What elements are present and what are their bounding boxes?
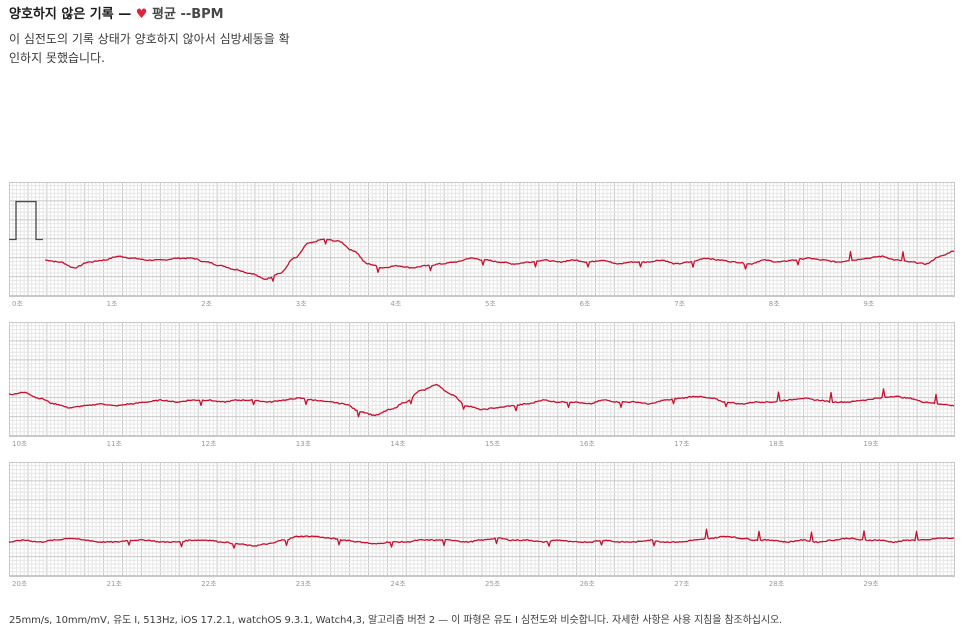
time-tick-label: 1초 (107, 300, 118, 308)
page-title: 양호하지 않은 기록 — ♥ 평균 --BPM (9, 6, 949, 24)
time-tick-label: 10초 (12, 440, 28, 448)
time-tick-label: 22초 (201, 580, 217, 588)
time-tick-label: 24초 (390, 580, 406, 588)
time-tick-label: 13초 (296, 440, 312, 448)
ecg-trace (9, 383, 955, 418)
time-tick-label: 20초 (12, 580, 28, 588)
ecg-trace (9, 528, 955, 549)
time-tick-label: 2초 (201, 300, 212, 308)
ecg-strip-2-chart: 10초 11초 12초 13초 14초 15초 16초 17초 18초 19초 (9, 322, 955, 448)
bpm-unit: BPM (191, 7, 224, 22)
time-tick-label: 9초 (863, 300, 874, 308)
ecg-grid (9, 182, 955, 297)
result-description: 이 심전도의 기록 상태가 양호하지 않아서 심방세동을 확인하지 못했습니다. (9, 32, 290, 65)
ecg-grid (9, 322, 955, 437)
ecg-trace (45, 238, 955, 282)
time-tick-label: 15초 (485, 440, 501, 448)
ecg-strip-3-chart: 20초 21초 22초 23초 24초 25초 26초 27초 28초 29초 (9, 462, 955, 588)
ecg-header: 양호하지 않은 기록 — ♥ 평균 --BPM 이 심전도의 기록 상태가 양호… (9, 6, 949, 68)
time-tick-label: 26초 (580, 580, 596, 588)
time-tick-label: 12초 (201, 440, 217, 448)
time-tick-label: 3초 (296, 300, 307, 308)
time-tick-label: 6초 (580, 300, 591, 308)
ecg-strip-3: 20초 21초 22초 23초 24초 25초 26초 27초 28초 29초 (9, 462, 955, 589)
time-tick-label: 5초 (485, 300, 496, 308)
calibration-pulse (9, 200, 43, 241)
time-tick-label: 0초 (12, 300, 23, 308)
time-tick-label: 8초 (769, 300, 780, 308)
time-tick-label: 27초 (674, 580, 690, 588)
recording-details: 25mm/s, 10mm/mV, 유도 I, 513Hz, iOS 17.2.1… (9, 615, 783, 626)
time-tick-label: 18초 (769, 440, 785, 448)
ecg-strip-2: 10초 11초 12초 13초 14초 15초 16초 17초 18초 19초 (9, 322, 955, 449)
time-tick-label: 7초 (674, 300, 685, 308)
time-tick-label: 4초 (390, 300, 401, 308)
heart-icon: ♥ (135, 7, 148, 22)
time-tick-label: 14초 (390, 440, 406, 448)
bpm-value: -- (180, 7, 192, 22)
recording-status: 양호하지 않은 기록 (9, 7, 114, 22)
time-tick-label: 11초 (107, 440, 123, 448)
time-tick-label: 28초 (769, 580, 785, 588)
time-tick-label: 23초 (296, 580, 312, 588)
ecg-strip-1: 0초 1초 2초 3초 4초 5초 6초 7초 8초 9초 (9, 182, 955, 309)
title-separator: — (118, 7, 132, 22)
time-tick-label: 21초 (107, 580, 123, 588)
time-tick-label: 25초 (485, 580, 501, 588)
time-tick-label: 17초 (674, 440, 690, 448)
average-label: 평균 (151, 7, 176, 22)
time-tick-label: 16초 (580, 440, 596, 448)
ecg-strip-1-chart: 0초 1초 2초 3초 4초 5초 6초 7초 8초 9초 (9, 182, 955, 308)
time-tick-label: 29초 (863, 580, 879, 588)
time-tick-label: 19초 (863, 440, 879, 448)
ecg-grid (9, 462, 955, 577)
